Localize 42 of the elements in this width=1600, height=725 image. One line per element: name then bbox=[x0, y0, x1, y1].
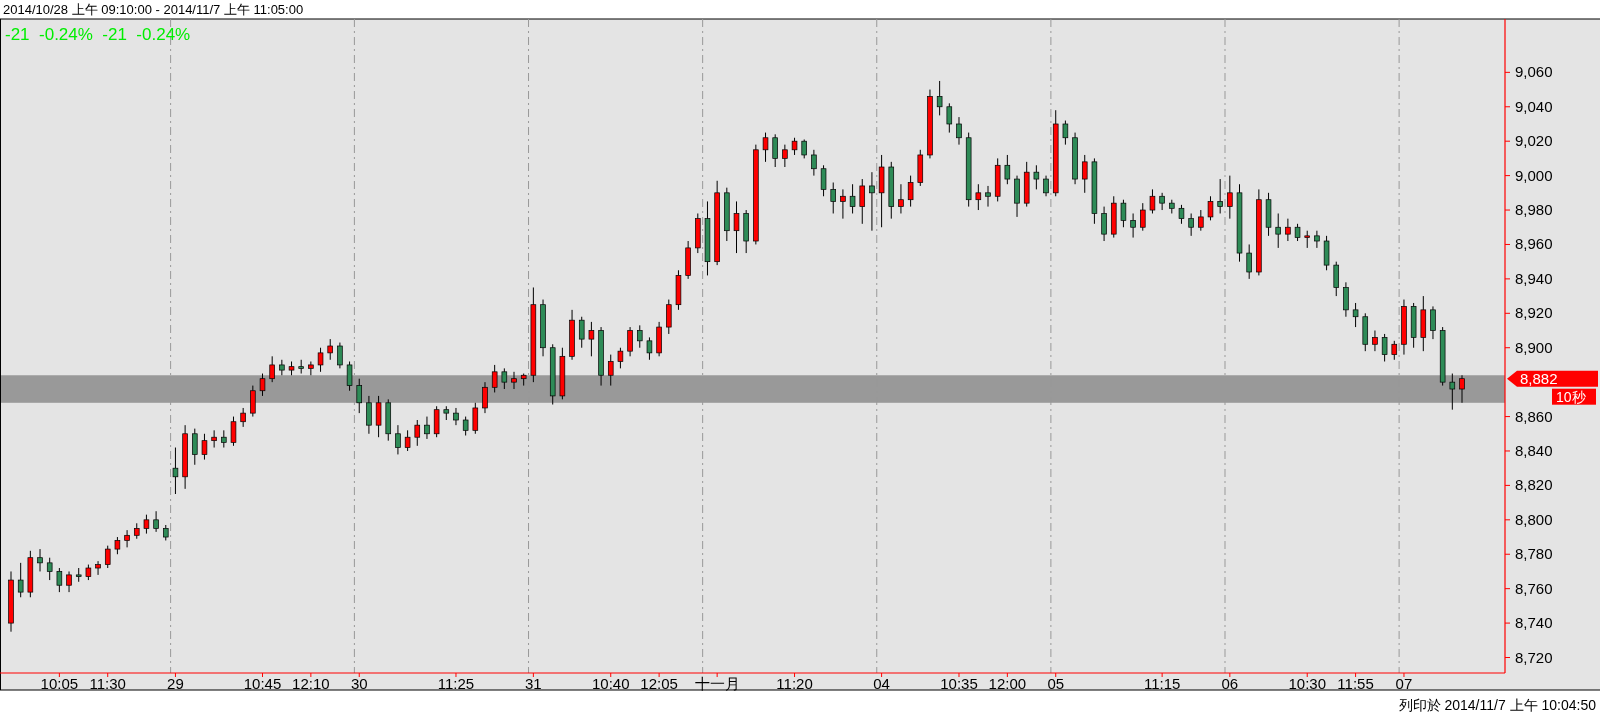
y-tick-label: 8,760 bbox=[1515, 579, 1553, 597]
text: 列印於 2014/11/7 上午 10:04:50 bbox=[1398, 697, 1597, 713]
y-tick-label: 9,020 bbox=[1515, 132, 1553, 150]
x-tick-label: 10:45 bbox=[243, 675, 282, 692]
x-tick-label: 10:30 bbox=[1288, 675, 1326, 692]
x-tick-label: 十一月 bbox=[694, 675, 740, 692]
y-tick-label: 9,040 bbox=[1515, 97, 1553, 115]
y-tick-label: 9,060 bbox=[1515, 63, 1553, 81]
y-tick-label: 8,860 bbox=[1515, 407, 1553, 425]
x-tick-label: 10:05 bbox=[40, 675, 79, 692]
annotation: -21 -0.24% -21 -0.24% bbox=[5, 25, 191, 44]
x-tick-label: 12:10 bbox=[292, 675, 330, 692]
y-tick-label: 8,960 bbox=[1515, 235, 1553, 253]
y-tick-label: 9,000 bbox=[1515, 166, 1553, 184]
x-tick-label: 11:30 bbox=[89, 675, 126, 692]
title: 2014/10/28 上午 09:10:00 - 2014/11/7 上午 11:05:00 bbox=[3, 2, 304, 17]
x-tick-label: 06 bbox=[1221, 675, 1239, 692]
x-tick-label: 10:40 bbox=[591, 675, 630, 692]
y-tick-label: 8,840 bbox=[1515, 441, 1553, 459]
x-tick-label: 29 bbox=[167, 675, 184, 692]
y-tick-label: 8,820 bbox=[1515, 476, 1553, 494]
text: 10秒 bbox=[1556, 388, 1586, 405]
x-tick-label: 30 bbox=[350, 675, 368, 692]
x-tick-label: 11:55 bbox=[1337, 675, 1374, 692]
x-tick-label: 07 bbox=[1395, 675, 1413, 692]
x-tick-label: 12:00 bbox=[988, 675, 1027, 692]
y-tick-label: 8,920 bbox=[1515, 304, 1553, 322]
y-tick-label: 8,980 bbox=[1515, 201, 1553, 219]
y-tick-label: 8,780 bbox=[1515, 545, 1553, 563]
y-tick-label: 8,900 bbox=[1515, 338, 1553, 356]
y-tick-label: 8,720 bbox=[1515, 648, 1553, 666]
x-tick-label: 12:05 bbox=[640, 675, 678, 692]
x-tick-label: 10:35 bbox=[940, 675, 978, 692]
y-tick-label: 8,800 bbox=[1515, 510, 1553, 528]
y-tick-label: 8,940 bbox=[1515, 269, 1553, 287]
x-tick-label: 05 bbox=[1047, 675, 1065, 692]
x-tick-label: 31 bbox=[525, 675, 542, 692]
x-tick-label: 11:20 bbox=[776, 675, 813, 692]
y-tick-label: 8,740 bbox=[1515, 614, 1553, 632]
x-tick-label: 04 bbox=[873, 675, 890, 692]
x-tick-label: 11:25 bbox=[437, 675, 475, 692]
x-tick-label: 11:15 bbox=[1143, 675, 1181, 692]
